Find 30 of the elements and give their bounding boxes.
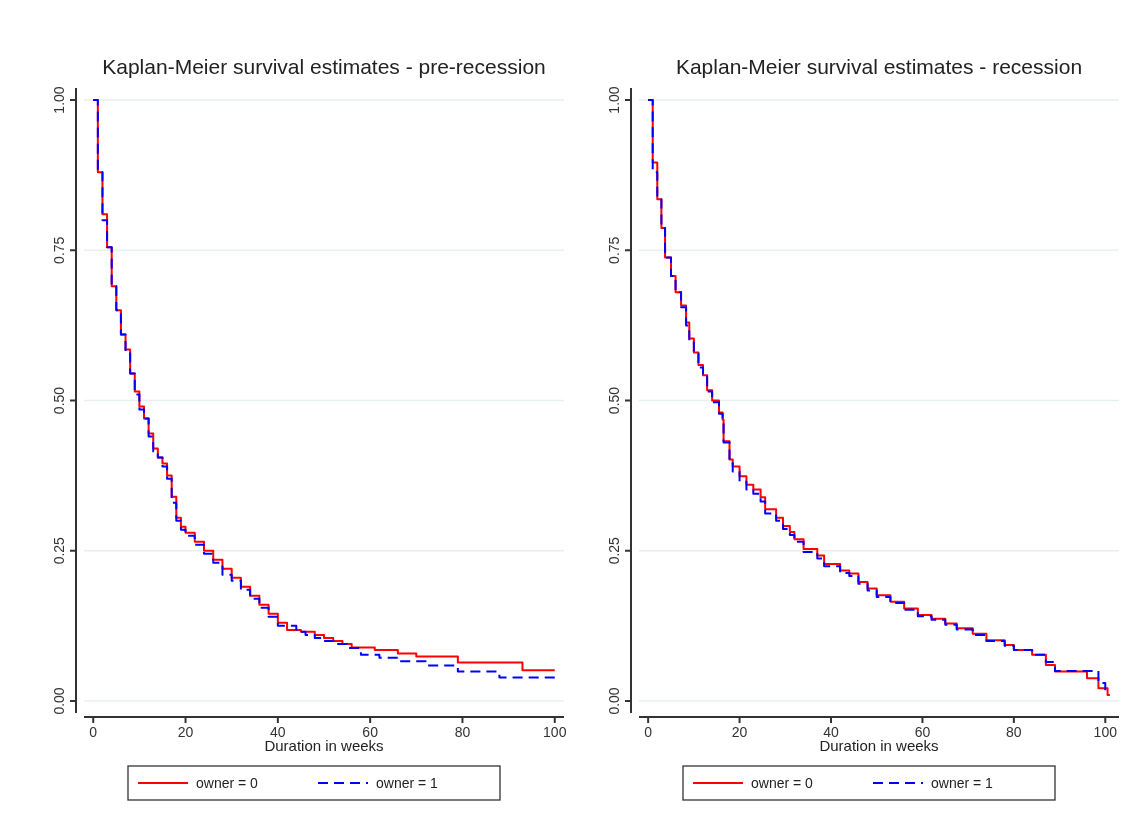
x-tick-label: 0 [644,724,653,740]
y-tick-label: 0.00 [51,687,67,715]
x-tick-label: 60 [914,724,931,740]
chart-title: Kaplan-Meier survival estimates - recession [675,55,1083,78]
y-tick-label: 0.50 [51,386,67,415]
legend-label: owner = 0 [751,775,814,791]
legend-label: owner = 1 [931,775,994,791]
legend-label: owner = 0 [196,775,259,791]
x-tick-label: 20 [177,724,194,740]
y-tick-label: 0.25 [51,536,67,565]
x-tick-label: 100 [1093,724,1118,740]
x-tick-label: 60 [362,724,379,740]
legend-label: owner = 1 [376,775,439,791]
x-tick-label: 20 [731,724,748,740]
y-tick-label: 0.00 [606,687,622,715]
x-tick-label: 0 [89,724,98,740]
y-tick-label: 1.00 [606,86,622,114]
y-tick-label: 0.25 [606,536,622,565]
y-tick-label: 1.00 [51,86,67,114]
chart-title: Kaplan-Meier survival estimates - pre-recession [102,55,546,78]
x-axis-title: Duration in weeks [819,737,939,754]
x-tick-label: 40 [823,724,839,740]
y-tick-label: 0.50 [606,386,622,415]
x-axis-title: Duration in weeks [264,737,384,754]
x-tick-label: 80 [454,724,471,740]
y-tick-label: 0.75 [51,236,67,264]
x-tick-label: 100 [543,724,567,740]
y-tick-label: 0.75 [606,236,622,264]
x-tick-label: 80 [1006,724,1022,740]
x-tick-label: 40 [270,724,286,740]
